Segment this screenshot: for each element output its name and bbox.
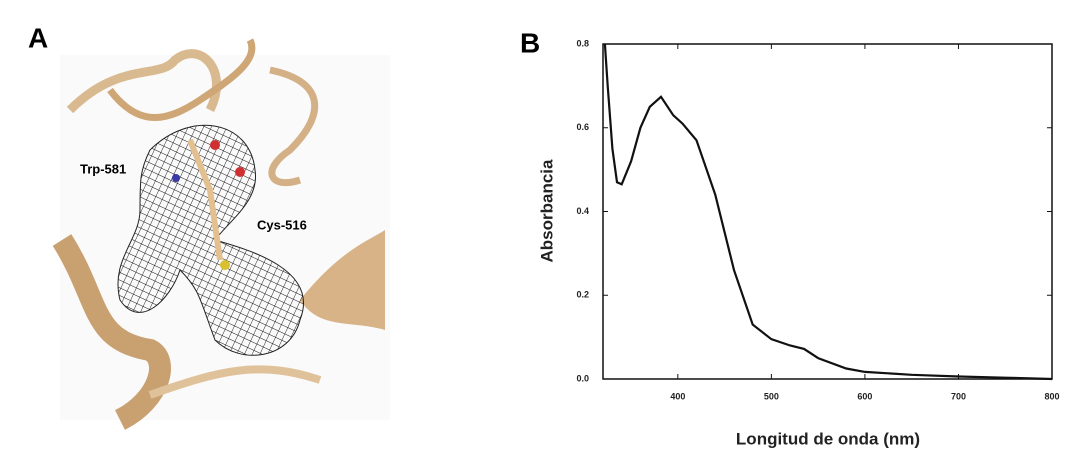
x-axis-label: Longitud de onda (nm) [736, 429, 920, 448]
structure-image [52, 38, 390, 430]
x-tick-label: 700 [951, 391, 966, 401]
annotation: Trp-581 [80, 161, 126, 176]
y-tick-label: 0.0 [576, 373, 589, 383]
y-tick-label: 0.2 [576, 290, 589, 300]
y-axis-label: Absorbancia [537, 159, 556, 263]
x-tick-label: 800 [1044, 391, 1059, 401]
panel-label: A [28, 22, 48, 53]
data-line [603, 43, 1053, 381]
y-tick-label: 0.6 [576, 122, 589, 132]
panel-label: B [520, 27, 540, 58]
x-tick-label: 600 [857, 391, 872, 401]
x-tick-label: 500 [764, 391, 779, 401]
plot-frame [602, 43, 1053, 380]
annotation: Cys-516 [257, 217, 307, 232]
y-tick-label: 0.4 [576, 206, 589, 216]
y-tick-label: 0.8 [576, 38, 589, 48]
x-tick-label: 400 [670, 391, 685, 401]
